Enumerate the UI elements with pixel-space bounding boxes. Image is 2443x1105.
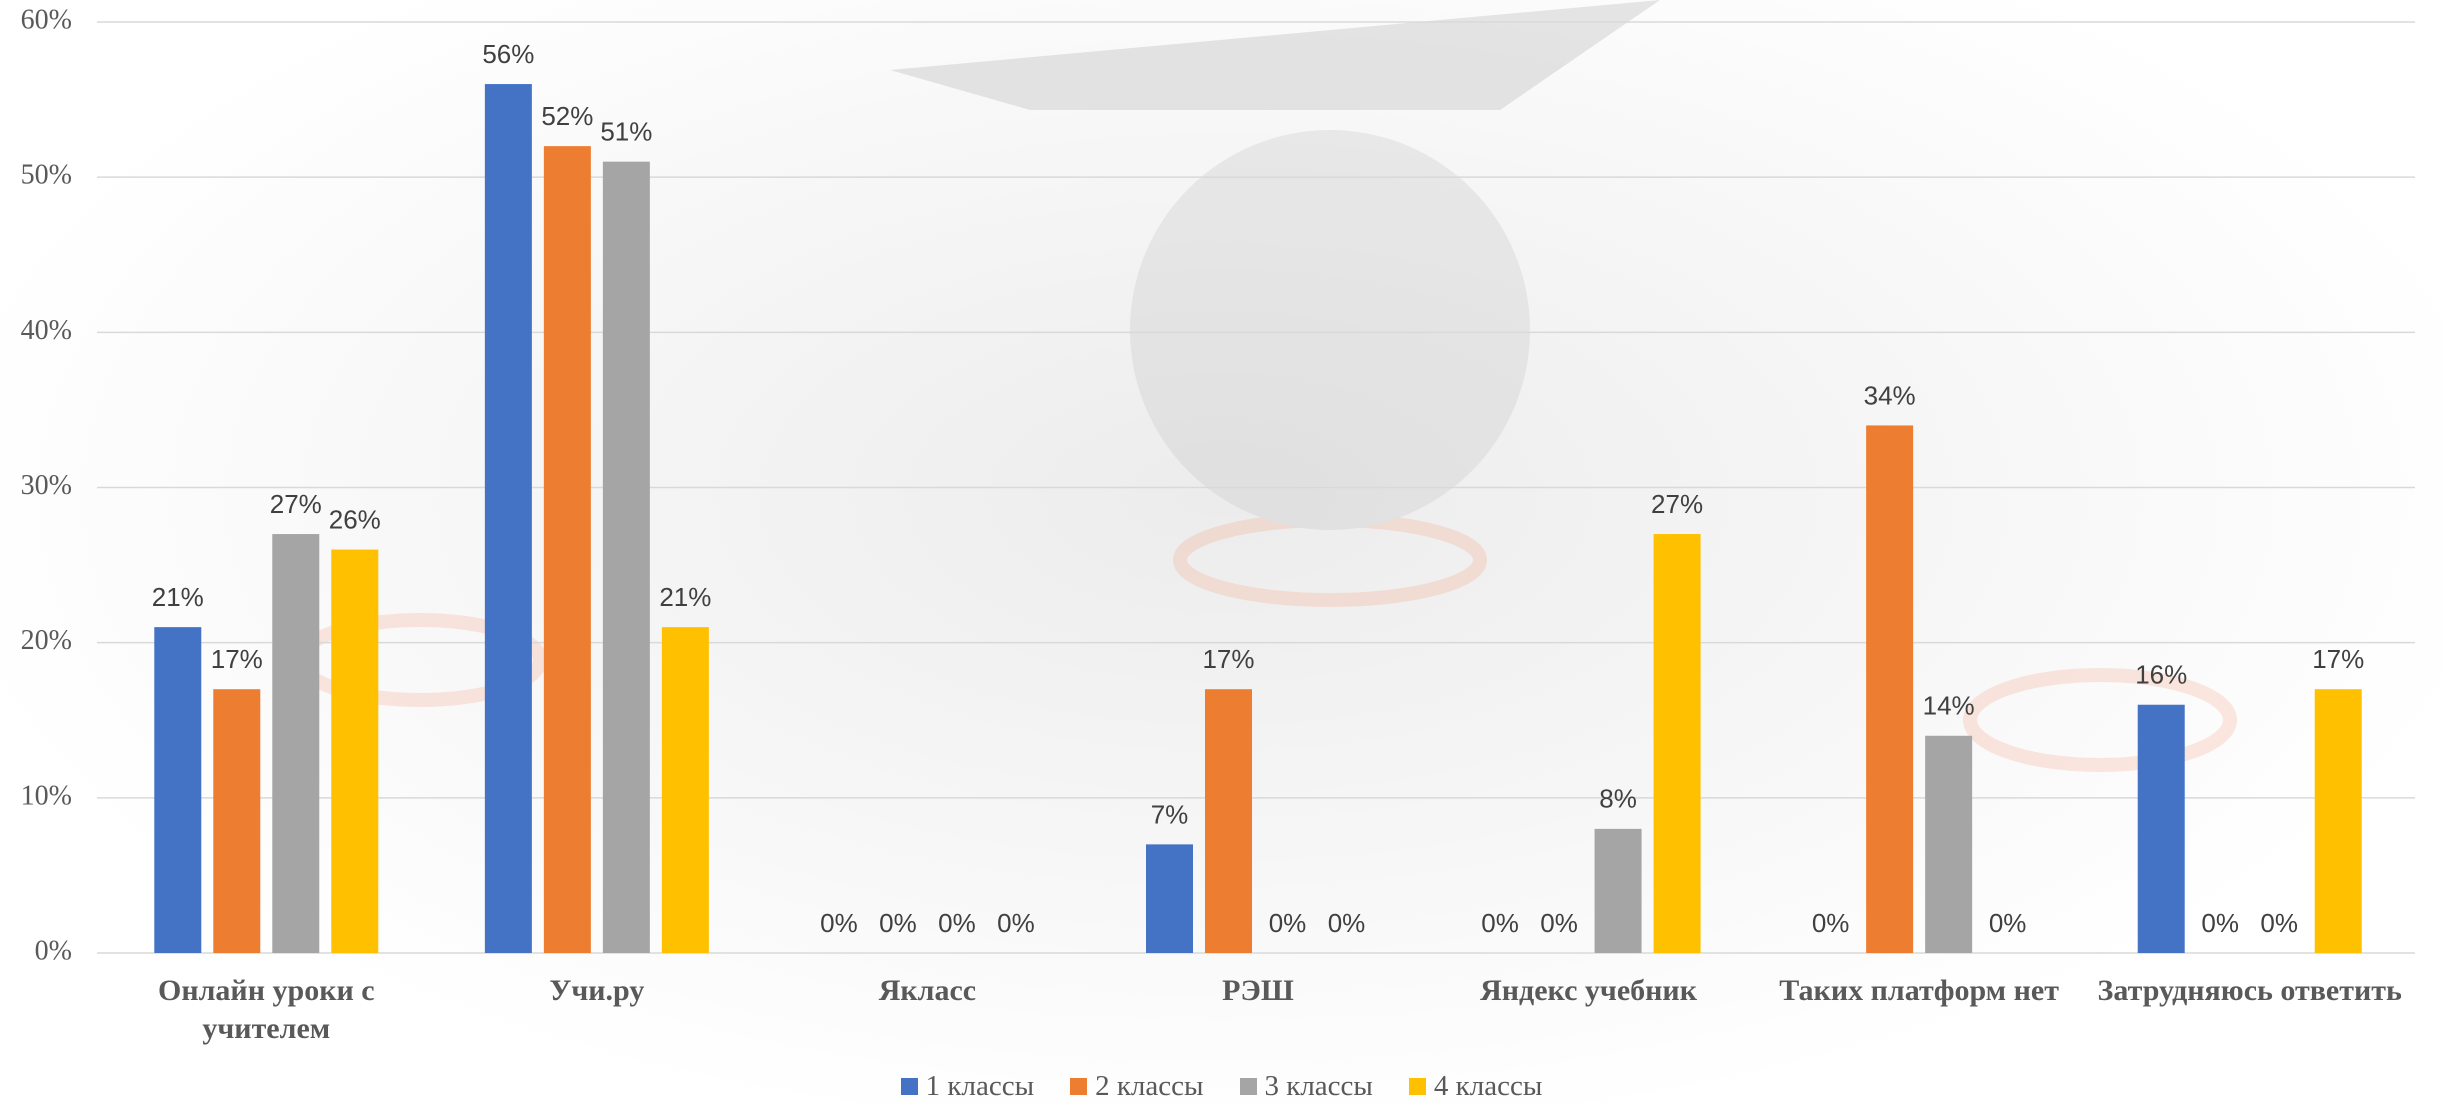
value-label: 34% bbox=[1864, 380, 1916, 410]
value-label: 0% bbox=[938, 908, 976, 938]
value-label: 0% bbox=[2260, 908, 2298, 938]
bar bbox=[1866, 425, 1914, 953]
value-label: 17% bbox=[211, 644, 263, 674]
value-label: 0% bbox=[1989, 908, 2027, 938]
value-label: 52% bbox=[541, 101, 593, 131]
value-label: 8% bbox=[1599, 784, 1637, 814]
y-tick-label: 20% bbox=[21, 625, 72, 656]
y-tick-label: 10% bbox=[21, 780, 72, 811]
legend-label: 4 классы bbox=[1433, 1070, 1543, 1102]
value-label: 0% bbox=[1540, 908, 1578, 938]
x-tick-label: Онлайн уроки с учителем bbox=[157, 974, 375, 1045]
legend-swatch bbox=[1239, 1078, 1257, 1095]
value-label: 0% bbox=[820, 908, 858, 938]
legend-swatch bbox=[1070, 1078, 1088, 1095]
legend-item: 3 классы bbox=[1239, 1070, 1373, 1103]
bar bbox=[543, 146, 591, 954]
y-tick-label: 0% bbox=[35, 935, 72, 966]
value-label: 27% bbox=[270, 489, 322, 519]
bar bbox=[1205, 689, 1252, 953]
y-tick-label: 50% bbox=[21, 160, 72, 191]
legend: 1 классы 2 классы 3 классы 4 классы bbox=[0, 1070, 2443, 1103]
bar bbox=[661, 627, 709, 953]
bar bbox=[1146, 844, 1193, 953]
legend-swatch bbox=[1408, 1078, 1426, 1095]
bar bbox=[602, 161, 650, 953]
value-label: 26% bbox=[329, 504, 381, 534]
value-label: 56% bbox=[482, 39, 534, 69]
legend-label: 1 классы bbox=[925, 1070, 1035, 1102]
x-tick-label: Яндекс учебник bbox=[1480, 974, 1697, 1007]
value-label: 27% bbox=[1651, 489, 1703, 519]
bar bbox=[2137, 704, 2185, 953]
bar bbox=[484, 84, 532, 954]
value-label: 51% bbox=[600, 117, 652, 147]
value-label: 7% bbox=[1151, 799, 1189, 829]
legend-label: 2 классы bbox=[1095, 1070, 1204, 1102]
x-tick-label: РЭШ bbox=[1222, 974, 1294, 1007]
x-tick-label: Учи.ру bbox=[549, 974, 645, 1007]
value-label: 0% bbox=[879, 908, 917, 938]
y-tick-label: 60% bbox=[21, 4, 72, 35]
legend-item: 1 классы bbox=[900, 1070, 1035, 1103]
value-label: 17% bbox=[2312, 644, 2364, 674]
value-label: 14% bbox=[1923, 691, 1975, 721]
value-label: 0% bbox=[1269, 908, 1307, 938]
x-tick-label: Якласс bbox=[878, 974, 977, 1007]
legend-label: 3 классы bbox=[1264, 1070, 1373, 1102]
legend-item: 2 классы bbox=[1070, 1070, 1204, 1103]
background-decoration bbox=[293, 0, 2237, 772]
legend-item: 4 классы bbox=[1408, 1070, 1543, 1103]
value-label: 0% bbox=[1481, 908, 1519, 938]
value-label: 0% bbox=[2201, 908, 2239, 938]
bar bbox=[154, 627, 202, 953]
x-tick-label: Затрудняюсь ответить bbox=[2097, 974, 2402, 1007]
value-label: 0% bbox=[997, 908, 1035, 938]
bar bbox=[1925, 735, 1973, 953]
legend-swatch bbox=[900, 1078, 918, 1095]
y-tick-label: 30% bbox=[21, 470, 72, 501]
bar bbox=[1594, 828, 1642, 953]
value-label: 21% bbox=[152, 582, 204, 612]
value-label: 16% bbox=[2135, 660, 2187, 690]
value-label: 21% bbox=[659, 582, 711, 612]
bar bbox=[213, 689, 261, 953]
value-label: 17% bbox=[1202, 644, 1254, 674]
bar bbox=[2314, 689, 2362, 953]
bar bbox=[272, 534, 320, 953]
bar bbox=[331, 549, 379, 953]
y-tick-label: 40% bbox=[21, 315, 72, 346]
value-label: 0% bbox=[1812, 908, 1850, 938]
x-tick-label: Таких платформ нет bbox=[1779, 974, 2059, 1007]
value-label: 0% bbox=[1328, 908, 1366, 938]
bar bbox=[1653, 534, 1701, 953]
